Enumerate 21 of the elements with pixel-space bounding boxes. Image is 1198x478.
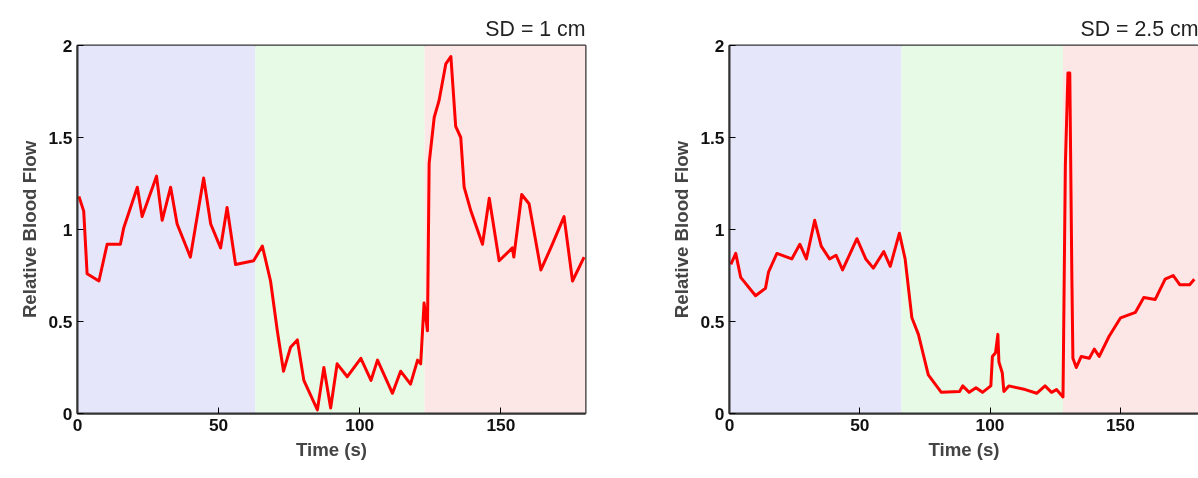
x-axis-title: Time (s) (928, 438, 1000, 460)
y-tick-label: 0.5 (700, 311, 725, 332)
y-tick-label: 2 (714, 35, 725, 56)
y-tick-label: 0.5 (48, 311, 73, 332)
x-tick-label: 150 (486, 414, 516, 435)
y-tick-label: 1 (62, 219, 73, 240)
x-axis-title: Time (s) (295, 438, 368, 460)
y-tick-label: 1 (714, 219, 725, 240)
x-tick-label: 50 (208, 414, 229, 435)
x-tick-label: 100 (975, 414, 1005, 435)
x-tick-label: 100 (345, 414, 375, 435)
line-series (729, 71, 1196, 399)
x-tick-label: 150 (1105, 414, 1135, 435)
y-axis-title: Relative Blood Flow (671, 140, 693, 319)
chart-title: SD = 2.5 cm (1080, 16, 1198, 41)
y-tick-label: 1.5 (700, 127, 725, 148)
y-axis-title: Relative Blood Flow (19, 140, 41, 319)
x-tick-label: 50 (850, 414, 870, 435)
y-tick-label: 2 (62, 35, 73, 56)
chart-title: SD = 1 cm (485, 16, 586, 41)
y-tick-label: 1.5 (48, 127, 73, 148)
